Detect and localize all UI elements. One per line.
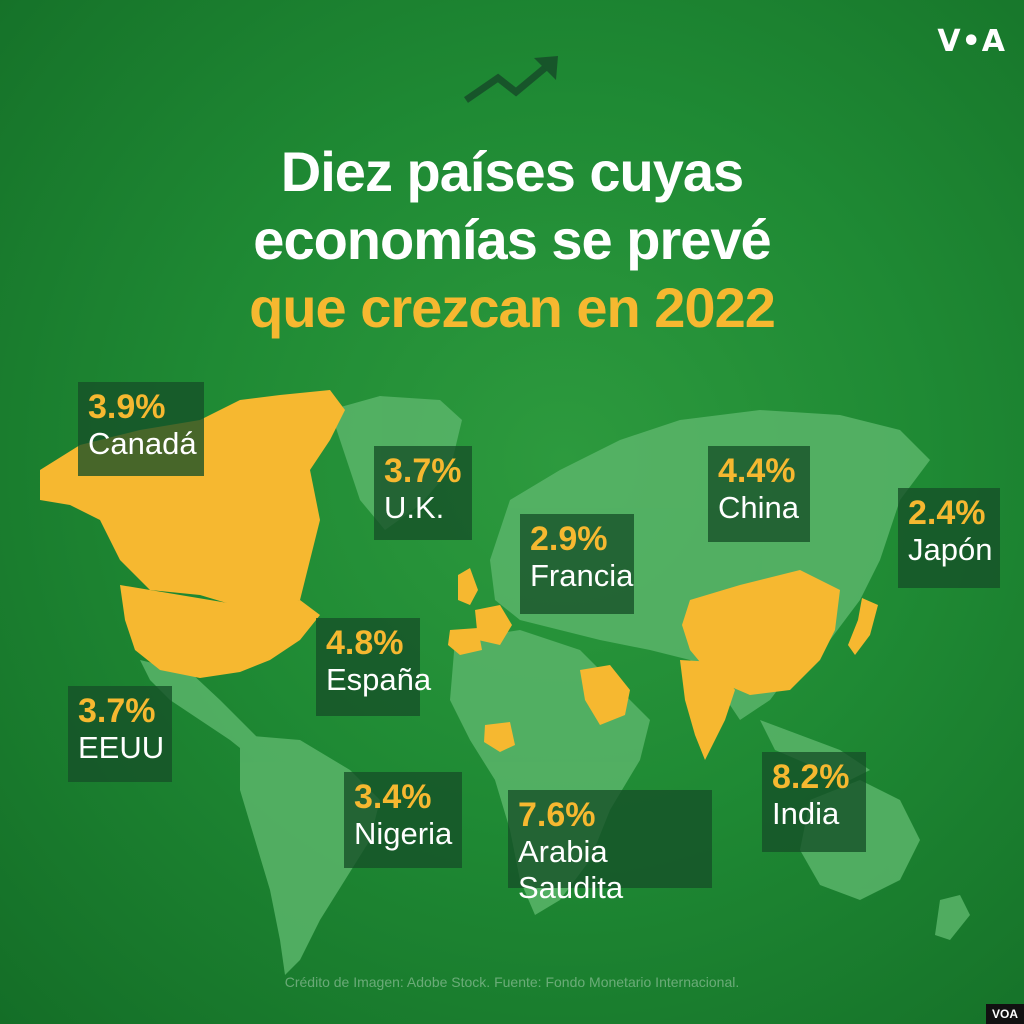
label-country: Nigeria [354,816,453,851]
label-usa: 3.7% EEUU [68,686,172,782]
label-china: 4.4% China [708,446,810,542]
label-pct: 8.2% [772,758,850,796]
label-nigeria: 3.4% Nigeria [344,772,462,868]
label-country: España [326,662,432,697]
label-uk: 3.7% U.K. [374,446,472,540]
label-country: Japón [908,532,993,567]
label-france: 2.9% Francia [520,514,634,614]
label-spain: 4.8% España [316,618,432,716]
saudi-arabia-shape [580,665,630,725]
trend-up-icon [464,56,558,103]
label-india: 8.2% India [762,752,866,852]
label-country: U.K. [384,490,445,525]
uk-shape [458,568,478,605]
title-line-2: economías se prevé [253,208,771,271]
nigeria-shape [484,722,515,752]
voa-corner-tag: VOA [985,1004,1024,1024]
china-shape [682,570,840,695]
france-shape [475,605,512,645]
image-credit: Crédito de Imagen: Adobe Stock. Fuente: … [284,974,740,990]
japan-shape [848,598,878,655]
central-america-shape [140,660,270,760]
label-pct: 2.4% [908,494,986,532]
label-country: EEUU [78,730,165,765]
label-country: China [718,490,799,525]
label-pct: 7.6% [518,796,596,834]
label-pct: 3.7% [78,692,156,730]
label-country: Canadá [88,426,197,461]
india-shape [680,660,735,760]
label-country: India [772,796,840,831]
usa-shape [120,585,320,678]
new-zealand-shape [935,895,970,940]
label-canada: 3.9% Canadá [78,382,204,476]
label-pct: 4.8% [326,624,404,662]
title-line-3: que crezcan en 2022 [249,276,776,339]
label-saudi-arabia: 7.6% Arabia Saudita [508,790,712,905]
label-pct: 3.7% [384,452,462,490]
label-country: Francia [530,558,634,593]
title-line-1: Diez países cuyas [280,140,744,203]
label-pct: 4.4% [718,452,796,490]
label-pct: 2.9% [530,520,608,558]
label-pct: 3.9% [88,388,166,426]
label-pct: 3.4% [354,778,432,816]
voa-logo: V•A [937,24,1006,59]
label-japan: 2.4% Japón [898,488,1000,588]
page-title: Diez países cuyas economías se prevé que… [0,138,1024,342]
spain-shape [448,628,482,655]
label-country: Arabia Saudita [518,834,624,905]
